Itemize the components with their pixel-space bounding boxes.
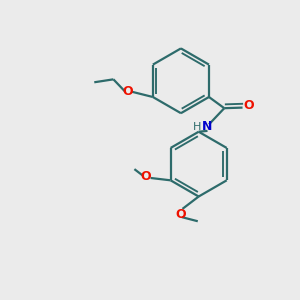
Text: O: O [140, 170, 151, 183]
Text: O: O [122, 85, 133, 98]
Text: O: O [244, 99, 254, 112]
Text: O: O [176, 208, 186, 221]
Text: H: H [192, 122, 201, 132]
Text: N: N [202, 120, 213, 133]
